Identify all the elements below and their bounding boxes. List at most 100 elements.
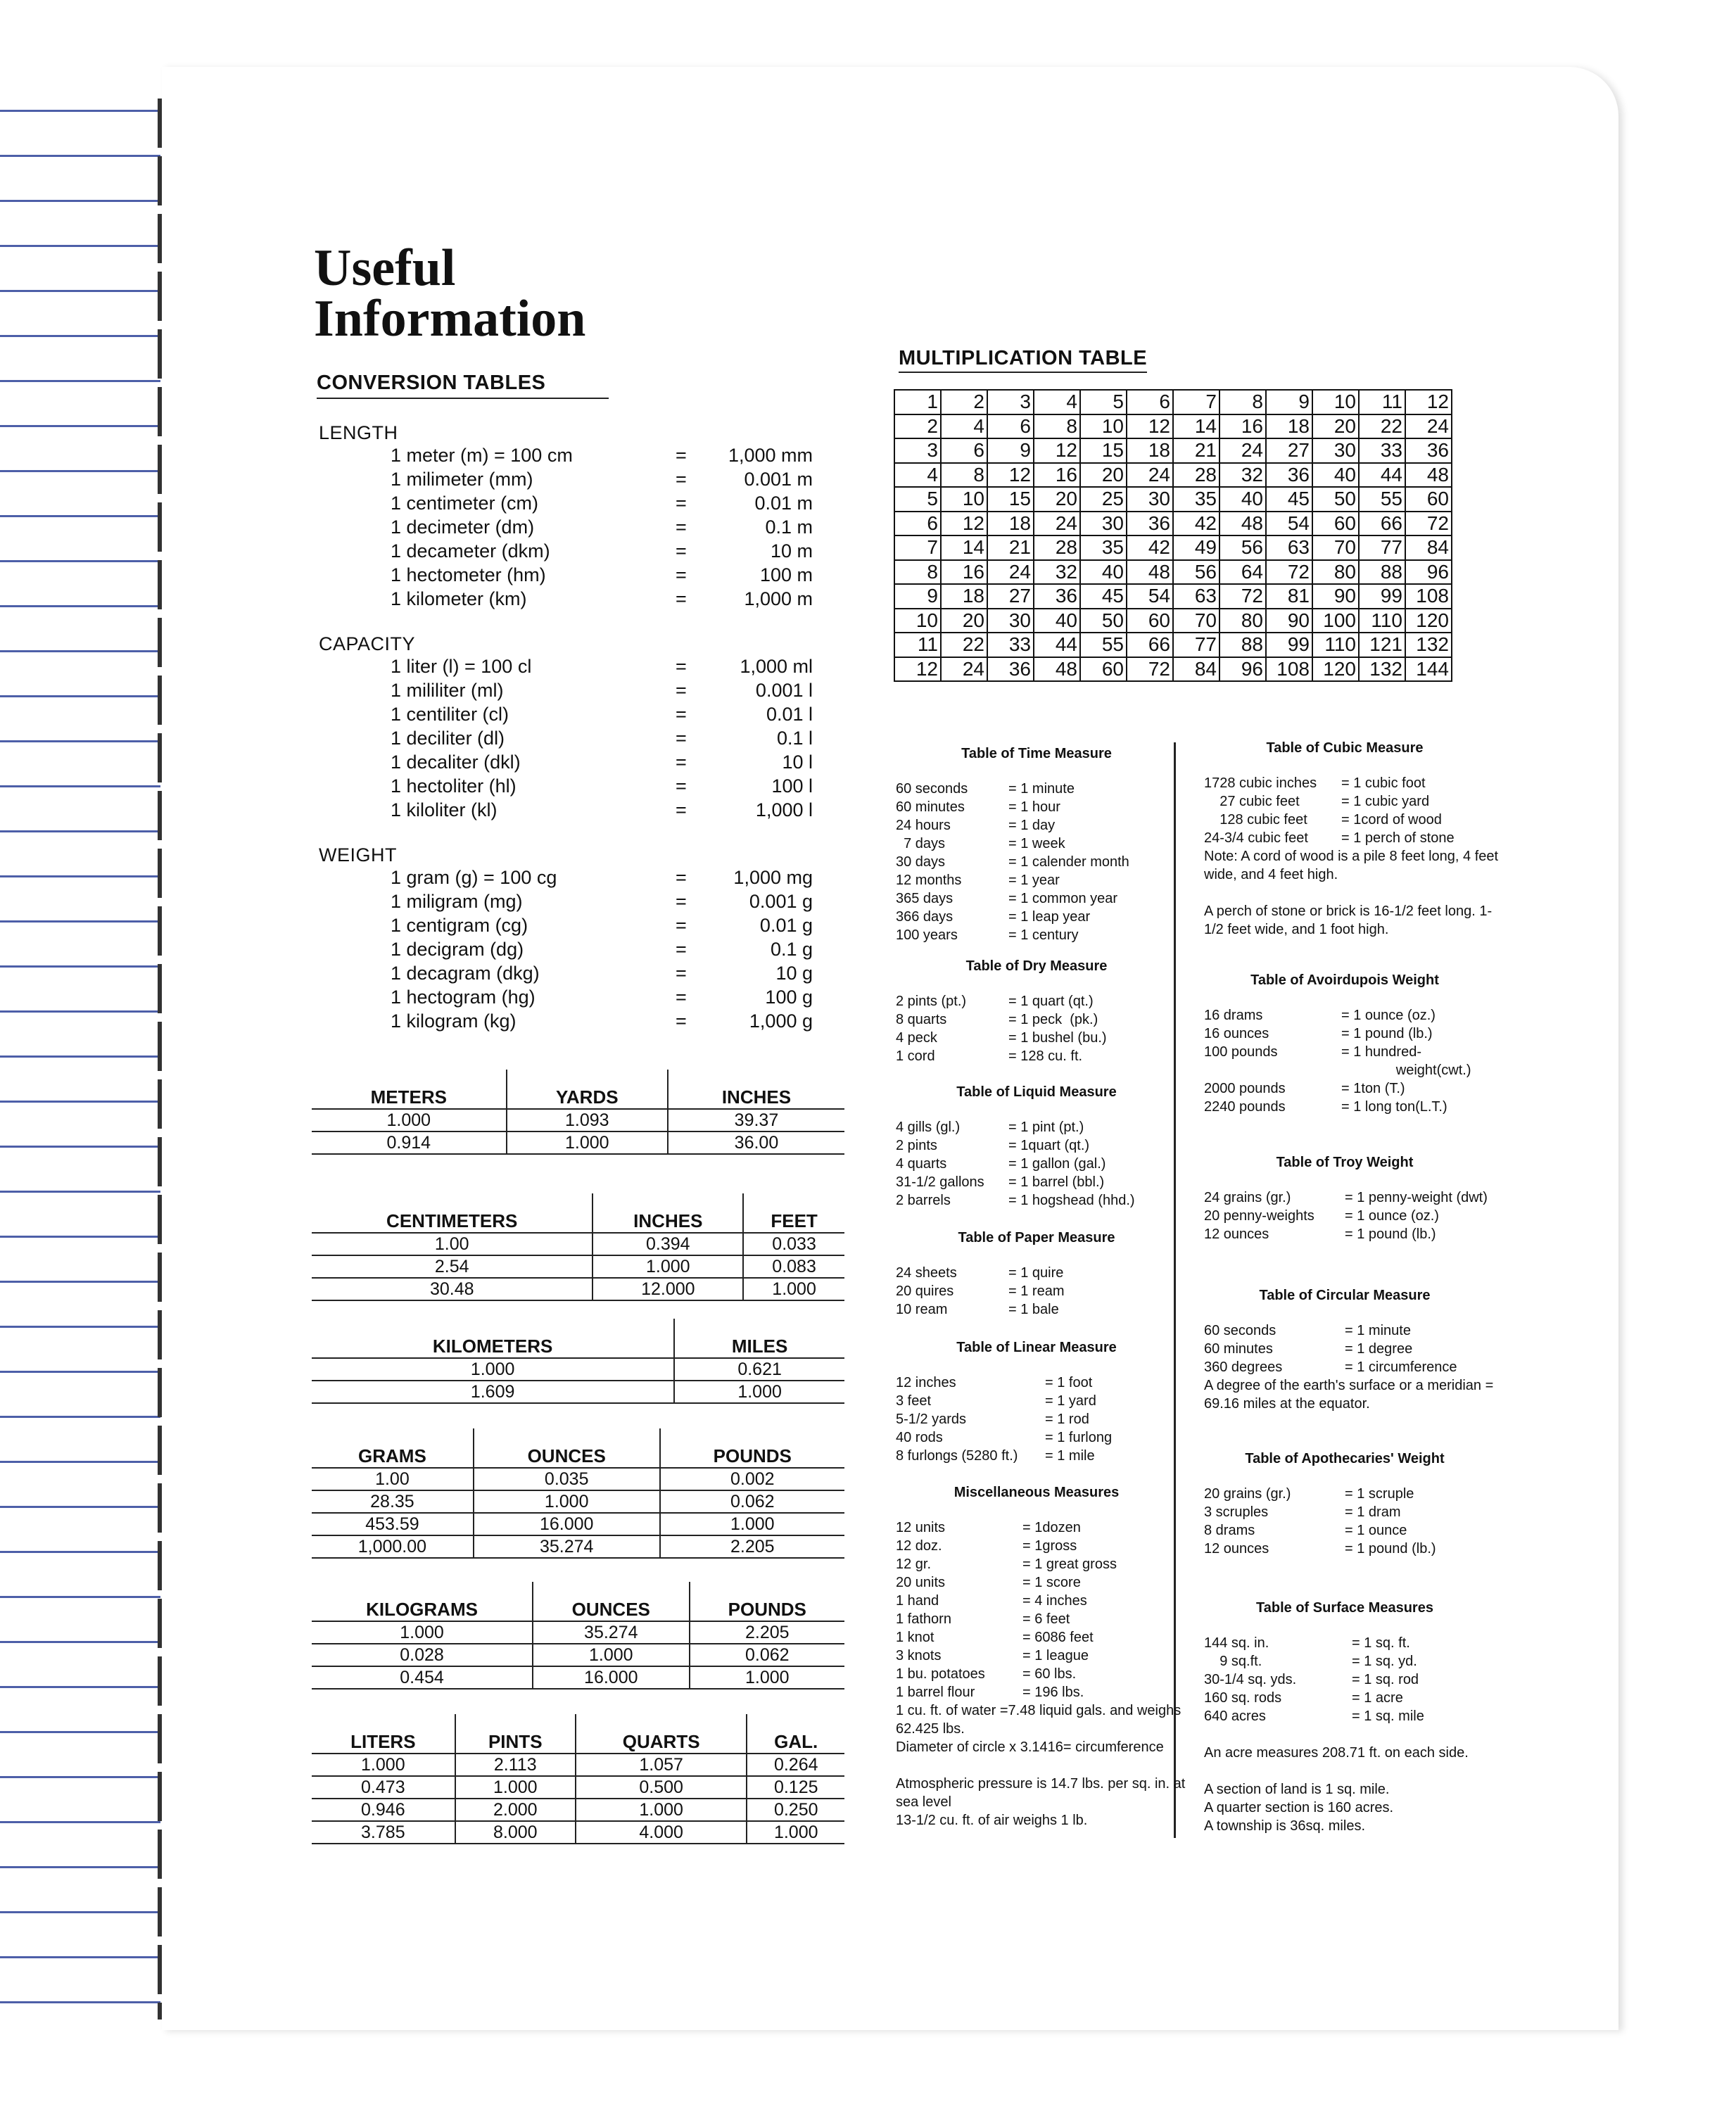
table-cell: 5 (1079, 389, 1127, 415)
conversion-row: 1 milimeter (mm) = 0.001 m (391, 469, 813, 493)
measure-rhs: = 196 lbs. (1022, 1685, 1084, 1700)
table-cell: 90 (1312, 583, 1360, 609)
table-cell: 33 (1358, 438, 1406, 464)
conversion-row: 1 centimeter (cm) = 0.01 m (391, 493, 813, 516)
table-cell: 84 (1172, 656, 1220, 682)
equals-sign: = (676, 564, 687, 585)
unit-label: 1 hectometer (hm) (391, 564, 546, 585)
table-cell: 1.000 (312, 1358, 675, 1381)
unit-value: 0.1 g (770, 939, 813, 960)
measure-rhs: = 60 lbs. (1022, 1666, 1077, 1682)
unit-value: 0.001 g (749, 891, 813, 912)
measure-rhs: = 1 minute (1008, 781, 1075, 797)
unit-label: 1 liter (l) = 100 cl (391, 656, 532, 677)
unit-label: 1 meter (m) = 100 cm (391, 445, 573, 466)
measure-table-title: Table of Avoirdupois Weight (1250, 972, 1439, 988)
table-cell: 1.000 (505, 1131, 668, 1155)
unit-label: 1 hectogram (hg) (391, 987, 536, 1008)
equals-sign: = (676, 656, 687, 677)
table-cell: 84 (1405, 535, 1452, 561)
table-cell: 7 (894, 535, 942, 561)
measure-rhs: = 1 circumference (1345, 1359, 1457, 1375)
table-cell: 0.083 (742, 1255, 844, 1279)
table-cell: 60 (1126, 607, 1174, 633)
column-header: MILES (673, 1319, 844, 1359)
table-cell: 2 (940, 389, 988, 415)
table-cell: 48 (1033, 656, 1081, 682)
table-cell: 0.062 (659, 1490, 844, 1514)
table-cell: 88 (1358, 559, 1406, 585)
notebook-spine-stitching (158, 99, 162, 2020)
table-cell: 32 (1219, 462, 1267, 488)
measure-lhs: 1 fathorn (896, 1611, 951, 1627)
measure-rhs: = 1 ounce (oz.) (1341, 1008, 1436, 1023)
equals-sign: = (676, 445, 687, 466)
table-cell: 0.250 (746, 1799, 844, 1822)
measure-lhs: 60 seconds (1204, 1323, 1276, 1338)
table-cell: 2.54 (312, 1255, 593, 1279)
measure-rhs: = 1 year (1008, 873, 1060, 888)
measure-rhs: = 1 quire (1008, 1265, 1064, 1281)
table-cell: 55 (1079, 632, 1127, 658)
table-row: 30.48 12.000 1.000 (312, 1278, 844, 1301)
unit-value: 100 m (759, 564, 813, 585)
table-cell: 16 (1033, 462, 1081, 488)
unit-value: 0.01 g (759, 915, 813, 936)
table-row: 0.473 1.000 0.500 0.125 (312, 1776, 844, 1799)
table-cell: 0.125 (746, 1776, 844, 1799)
unit-label: 1 kilogram (kg) (391, 1010, 517, 1032)
measure-rhs: = 1 sq. yd. (1352, 1654, 1417, 1669)
table-cell: 8 (1033, 413, 1081, 439)
table-cell: 4.000 (574, 1821, 747, 1844)
measure-lhs: 3 feet (896, 1393, 932, 1409)
column-header: OUNCES (532, 1582, 690, 1622)
measure-rhs: = 1 mile (1045, 1448, 1095, 1464)
conversion-row: 1 meter (m) = 100 cm = 1,000 mm (391, 445, 813, 469)
table-cell: 36.00 (666, 1131, 844, 1155)
table-cell: 0.033 (742, 1233, 844, 1256)
column-header: GRAMS (312, 1428, 474, 1469)
measure-lhs: 2 barrels (896, 1193, 951, 1208)
unit-value: 1,000 l (755, 799, 813, 820)
table-cell: 1.00 (312, 1468, 474, 1491)
table-cell: 96 (1219, 656, 1267, 682)
conversion-row: 1 kilogram (kg) = 1,000 g (391, 1010, 813, 1034)
measure-rhs: = 1 ream (1008, 1283, 1065, 1299)
unit-label: 1 kiloliter (kl) (391, 799, 498, 820)
table-cell: 42 (1172, 510, 1220, 536)
measure-lhs: 10 ream (896, 1302, 948, 1317)
table-cell: 6 (987, 413, 1034, 439)
measure-lhs: 20 grains (gr.) (1204, 1486, 1291, 1502)
table-cell: 6 (940, 438, 988, 464)
measure-rhs: = 1 rod (1045, 1412, 1089, 1427)
table-cell: 2.113 (454, 1754, 576, 1777)
measure-rhs: = 1 scruple (1345, 1486, 1414, 1502)
measure-rhs: = 1 perch of stone (1341, 830, 1455, 846)
measure-rhs: = 1 barrel (bbl.) (1008, 1174, 1105, 1190)
table-row: 1.00 0.035 0.002 (312, 1468, 844, 1491)
table-cell: 72 (1126, 656, 1174, 682)
table-cell: 1.000 (312, 1109, 507, 1132)
table-cell: 80 (1219, 607, 1267, 633)
table-cell: 8 (894, 559, 942, 585)
table-cell: 27 (987, 583, 1034, 609)
table-cell: 54 (1265, 510, 1313, 536)
table-cell: 10 (940, 486, 988, 512)
table-cell: 99 (1358, 583, 1406, 609)
measure-lhs: 1 bu. potatoes (896, 1666, 985, 1682)
table-cell: 28.35 (312, 1490, 474, 1514)
measure-note: A perch of stone or brick is 16-1/2 feet… (1204, 904, 1493, 937)
measure-lhs: 1 knot (896, 1630, 934, 1645)
table-cell: 100 (1312, 607, 1360, 633)
measure-table-title: Table of Time Measure (961, 746, 1112, 761)
table-cell: 110 (1358, 607, 1406, 633)
conversion-row: 1 hectogram (hg) = 100 g (391, 987, 813, 1010)
unit-value: 0.001 l (755, 680, 813, 701)
unit-label: 1 decimeter (dm) (391, 516, 535, 538)
table-cell: 1,000.00 (312, 1535, 474, 1559)
measure-table-title: Table of Cubic Measure (1266, 740, 1424, 756)
table-cell: 48 (1405, 462, 1452, 488)
measure-lhs: 2000 pounds (1204, 1081, 1286, 1096)
table-cell: 0.500 (574, 1776, 747, 1799)
measure-rhs: = 1 day (1008, 818, 1056, 833)
